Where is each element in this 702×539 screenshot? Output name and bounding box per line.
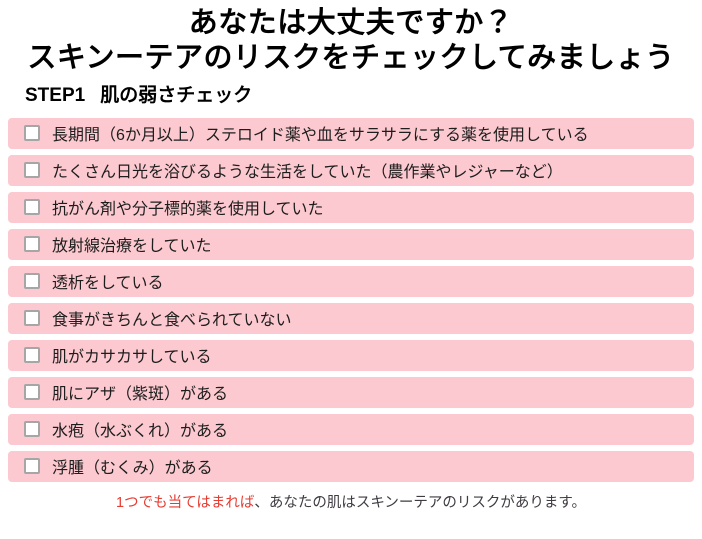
title-line-2: スキンーテアのリスクをチェックしてみましょう — [27, 41, 675, 74]
checklist-item-label: 抗がん剤や分子標的薬を使用していた — [52, 201, 324, 219]
checklist-row[interactable]: 浮腫（むくみ）がある — [8, 450, 694, 482]
checklist-row[interactable]: 透析をしている — [8, 265, 694, 297]
checklist-item-label: 肌がカサカサしている — [52, 349, 212, 367]
checklist-row[interactable]: たくさん日光を浴びるような生活をしていた（農作業やレジャーなど） — [8, 154, 694, 186]
checkbox[interactable] — [24, 125, 40, 142]
checklist-item-label: 浮腫（むくみ）がある — [52, 460, 213, 478]
checkbox[interactable] — [24, 347, 40, 364]
skin-tear-check-page: あなたは大丈夫ですか？ スキンーテアのリスクをチェックしてみましょう STEP1… — [0, 6, 702, 539]
checkbox[interactable] — [24, 384, 40, 401]
footer-highlight: 1つでも当てはまれば — [116, 494, 255, 511]
checklist-item-label: 長期間（6か月以上）ステロイド薬や血をサラサラにする薬を使用している — [52, 127, 589, 145]
checklist-item-label: 放射線治療をしていた — [52, 238, 212, 256]
checkbox[interactable] — [24, 199, 40, 216]
checklist-row[interactable]: 抗がん剤や分子標的薬を使用していた — [8, 191, 694, 223]
checklist-row[interactable]: 水疱（水ぶくれ）がある — [8, 413, 694, 445]
page-title: あなたは大丈夫ですか？ スキンーテアのリスクをチェックしてみましょう — [0, 6, 702, 76]
checkbox[interactable] — [24, 310, 40, 327]
step1-title: 肌の弱さチェック — [100, 84, 253, 106]
checkbox[interactable] — [24, 458, 40, 475]
checklist: 長期間（6か月以上）ステロイド薬や血をサラサラにする薬を使用している たくさん日… — [8, 117, 694, 482]
checklist-item-label: 肌にアザ（紫斑）がある — [52, 386, 229, 404]
checkbox[interactable] — [24, 162, 40, 179]
step1-label: STEP1 — [25, 84, 86, 106]
step1-heading: STEP1 肌の弱さチェック — [25, 80, 702, 107]
checkbox[interactable] — [24, 273, 40, 290]
checklist-row[interactable]: 肌にアザ（紫斑）がある — [8, 376, 694, 408]
checklist-row[interactable]: 放射線治療をしていた — [8, 228, 694, 260]
checklist-row[interactable]: 肌がカサカサしている — [8, 339, 694, 371]
checkbox[interactable] — [24, 421, 40, 438]
checkbox[interactable] — [24, 236, 40, 253]
checklist-item-label: 水疱（水ぶくれ）がある — [52, 423, 229, 441]
footer-note: 1つでも当てはまれば、あなたの肌はスキンーテアのリスクがあります。 — [0, 491, 702, 512]
checklist-row[interactable]: 長期間（6か月以上）ステロイド薬や血をサラサラにする薬を使用している — [8, 117, 694, 149]
title-line-1: あなたは大丈夫ですか？ — [188, 7, 514, 39]
checklist-item-label: 透析をしている — [52, 275, 164, 293]
checklist-item-label: たくさん日光を浴びるような生活をしていた（農作業やレジャーなど） — [52, 164, 563, 182]
footer-rest: 、あなたの肌はスキンーテアのリスクがあります。 — [254, 494, 586, 511]
checklist-row[interactable]: 食事がきちんと食べられていない — [8, 302, 694, 334]
checklist-item-label: 食事がきちんと食べられていない — [52, 312, 292, 330]
